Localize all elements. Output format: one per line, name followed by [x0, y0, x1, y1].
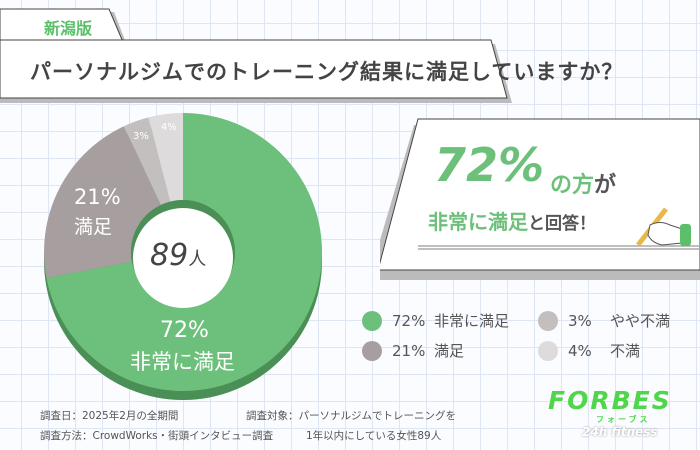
slice-label-percent-3: 4% — [161, 122, 177, 133]
slice-label-name-0: 非常に満足 — [130, 350, 235, 374]
brand-logo-kana: フォーブス — [596, 415, 651, 424]
callout-percent: 72% — [434, 138, 545, 192]
brand-logo: FORBES — [548, 386, 672, 415]
slice-label-percent-2: 3% — [133, 131, 149, 142]
callout-box — [380, 118, 700, 280]
writing-hand-icon — [636, 207, 691, 247]
legend-item: 4% 不満 — [538, 340, 640, 361]
legend-swatch — [362, 310, 382, 331]
region-tab: 新潟版 — [44, 19, 93, 38]
legend-swatch — [362, 340, 382, 361]
donut-slice-1 — [43, 126, 161, 279]
donut-hole — [133, 208, 233, 308]
callout-ga: が — [594, 173, 617, 198]
legend-swatch — [538, 310, 558, 331]
slice-label-percent-1: 21% — [74, 185, 121, 209]
donut-slice-3 — [148, 113, 183, 202]
center-count: 89 — [150, 238, 189, 273]
legend-item: 72% 非常に満足 — [362, 310, 509, 331]
footer-target-cont: 1年以内にしている女性89人 — [306, 430, 442, 442]
callout-of: の方 — [550, 173, 595, 198]
callout-highlight: 非常に満足 — [428, 210, 528, 234]
legend-item: 21% 満足 — [362, 340, 464, 361]
donut-chart — [43, 113, 323, 400]
center-unit: 人 — [188, 249, 207, 270]
brand-logo-sub: 24h fitness — [582, 425, 658, 439]
donut-slice-0 — [46, 113, 323, 392]
donut-slice-2 — [123, 117, 171, 205]
slice-label-name-1: 満足 — [74, 216, 113, 238]
legend-item: 3% やや不満 — [538, 310, 670, 331]
slice-label-percent-0: 72% — [160, 318, 209, 343]
legend-swatch — [538, 340, 558, 361]
callout-rest: と回答！ — [528, 214, 596, 234]
footer-date: 調査日：2025年2月の全期間 — [40, 410, 179, 422]
footer-method: 調査方法：CrowdWorks・街頭インタビュー調査 — [40, 430, 274, 442]
footer-target: 調査対象：パーソナルジムでトレーニングを — [246, 410, 456, 422]
page-title: パーソナルジムでのトレーニング結果に満足していますか？ — [30, 60, 624, 84]
